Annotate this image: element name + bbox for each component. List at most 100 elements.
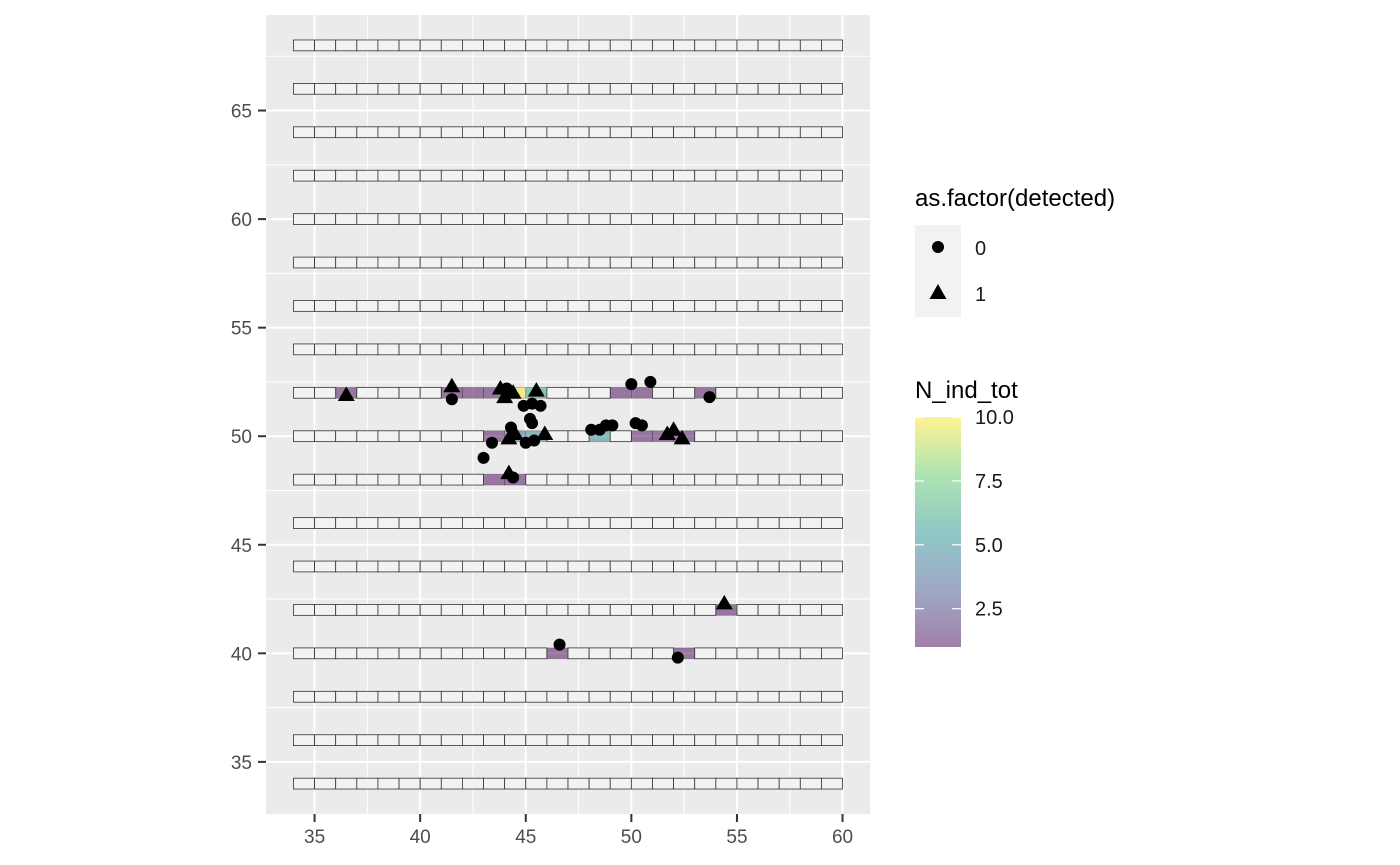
grid-cell [799, 256, 822, 269]
grid-cell [715, 39, 738, 52]
grid-cell [736, 169, 759, 182]
grid-cell [462, 647, 484, 660]
grid-cell [630, 473, 653, 486]
grid-cell [293, 473, 315, 486]
grid-cell [694, 300, 717, 312]
grid-cell [398, 734, 421, 747]
grid-cell [525, 343, 548, 356]
grid-cell [778, 777, 801, 790]
grid-cell [504, 777, 527, 790]
grid-cell [715, 560, 738, 573]
grid-cell [652, 300, 674, 312]
point-detected-1 [496, 388, 514, 404]
grid-cell [356, 690, 379, 703]
grid-cell [821, 343, 843, 356]
grid-cell [462, 430, 484, 443]
grid-cell [757, 604, 780, 616]
grid-cell [377, 734, 400, 747]
colorbar-tick-label: 10.0 [975, 407, 1014, 429]
grid-cell [440, 734, 463, 747]
grid-cell [694, 647, 717, 660]
shape-legend-key-bg [915, 225, 961, 317]
grid-cell [546, 386, 569, 399]
y-tick-label: 50 [231, 427, 252, 448]
shape-legend-label-1: 1 [975, 284, 986, 306]
grid-cell [546, 517, 569, 529]
grid-cell [652, 777, 674, 790]
grid-cell [673, 126, 696, 139]
grid-cell [630, 517, 653, 529]
grid-cell [419, 386, 442, 399]
grid-cell [314, 169, 337, 182]
grid-cell [821, 647, 843, 660]
grid-cell [546, 256, 569, 269]
grid-cell [821, 734, 843, 747]
grid-cell [377, 39, 400, 52]
grid-cell [440, 604, 463, 616]
grid-cell [504, 517, 527, 529]
grid-cell [377, 604, 400, 616]
grid-cell [694, 213, 717, 225]
grid-cell [356, 647, 379, 660]
grid-cell [567, 82, 590, 95]
grid-cell [462, 213, 484, 225]
shape-legend-label-0: 0 [975, 238, 986, 260]
grid-cell [609, 647, 632, 660]
point-detected-0 [477, 451, 490, 464]
grid-cell [335, 256, 358, 269]
grid-cell [652, 39, 674, 52]
point-detected-0 [606, 419, 619, 432]
point-detected-1 [443, 377, 461, 393]
grid-cell [588, 647, 611, 660]
grid-cell [630, 256, 653, 269]
grid-cell [567, 604, 590, 616]
grid-cell [630, 39, 653, 52]
grid-cell [377, 560, 400, 573]
grid-cell [504, 126, 527, 139]
grid-cell [799, 473, 822, 486]
grid-cell [335, 82, 358, 95]
plot-panel [266, 15, 870, 814]
grid-cell [440, 256, 463, 269]
y-tick-label: 45 [231, 536, 252, 557]
grid-cell [673, 517, 696, 529]
grid-cell [757, 777, 780, 790]
grid-cell [419, 473, 442, 486]
grid-cell [377, 300, 400, 312]
grid-cell [525, 82, 548, 95]
grid-cell [652, 343, 674, 356]
grid-cell [398, 343, 421, 356]
grid-cell [673, 169, 696, 182]
point-detected-0 [553, 638, 566, 651]
grid-cell [377, 690, 400, 703]
grid-cell [736, 126, 759, 139]
grid-cell [778, 473, 801, 486]
grid-cell [504, 560, 527, 573]
shape-legend: as.factor(detected) 0 1 [915, 185, 1115, 317]
x-tick-label: 55 [726, 827, 747, 848]
grid-cell [715, 386, 738, 399]
grid-cell [398, 473, 421, 486]
grid-cell [609, 473, 632, 486]
grid-cell [736, 690, 759, 703]
point-detected-1 [673, 429, 691, 445]
grid-cell [821, 386, 843, 399]
grid-cell [736, 430, 759, 443]
grid-cell [335, 169, 358, 182]
grid-cell [588, 734, 611, 747]
grid-cell [546, 126, 569, 139]
grid-cell [630, 734, 653, 747]
grid-cell [440, 169, 463, 182]
grid-cell [440, 39, 463, 52]
grid-cell [462, 734, 484, 747]
grid-cell [377, 343, 400, 356]
grid-cell [356, 39, 379, 52]
grid-cell [567, 560, 590, 573]
grid-cell [778, 213, 801, 225]
grid-cell [673, 777, 696, 790]
grid-cell [356, 82, 379, 95]
grid-cell [335, 647, 358, 660]
grid-cell [398, 126, 421, 139]
grid-cell [440, 647, 463, 660]
grid-cell [398, 690, 421, 703]
